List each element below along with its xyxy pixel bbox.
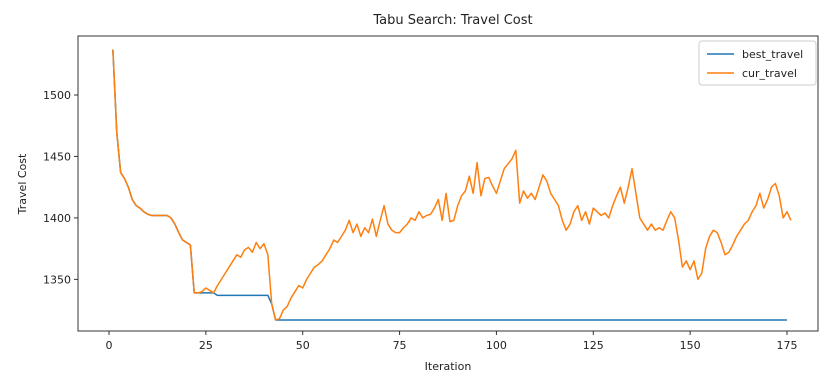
y-tick-label: 1500 bbox=[43, 89, 71, 102]
y-tick-label: 1350 bbox=[43, 273, 71, 286]
y-tick-label: 1450 bbox=[43, 150, 71, 163]
legend-label-cur-travel: cur_travel bbox=[742, 67, 797, 80]
series-line-cur-travel bbox=[112, 49, 792, 321]
x-axis-label: Iteration bbox=[425, 360, 472, 373]
y-axis-label: Travel Cost bbox=[16, 153, 29, 215]
chart-title: Tabu Search: Travel Cost bbox=[372, 13, 532, 28]
series-lines bbox=[112, 49, 792, 321]
x-tick-label: 125 bbox=[583, 339, 604, 352]
series-line-best-travel bbox=[112, 49, 788, 321]
plot-area: 0 25 50 75 100 125 150 175 1350 1400 1450 1500 bbox=[43, 35, 819, 352]
legend-frame bbox=[698, 40, 817, 86]
x-tick-label: 75 bbox=[393, 339, 407, 352]
plot-frame bbox=[77, 35, 819, 332]
legend: best_travel cur_travel bbox=[698, 40, 817, 86]
x-tick-label: 175 bbox=[777, 339, 798, 352]
y-tick-label: 1400 bbox=[43, 212, 71, 225]
x-tick-label: 0 bbox=[105, 339, 112, 352]
legend-label-best-travel: best_travel bbox=[742, 48, 803, 61]
x-tick-label: 150 bbox=[680, 339, 701, 352]
x-tick-label: 25 bbox=[199, 339, 213, 352]
y-axis: 1350 1400 1450 1500 bbox=[43, 89, 78, 286]
x-tick-label: 100 bbox=[486, 339, 507, 352]
x-tick-label: 50 bbox=[296, 339, 310, 352]
x-axis: 0 25 50 75 100 125 150 175 bbox=[105, 331, 798, 352]
